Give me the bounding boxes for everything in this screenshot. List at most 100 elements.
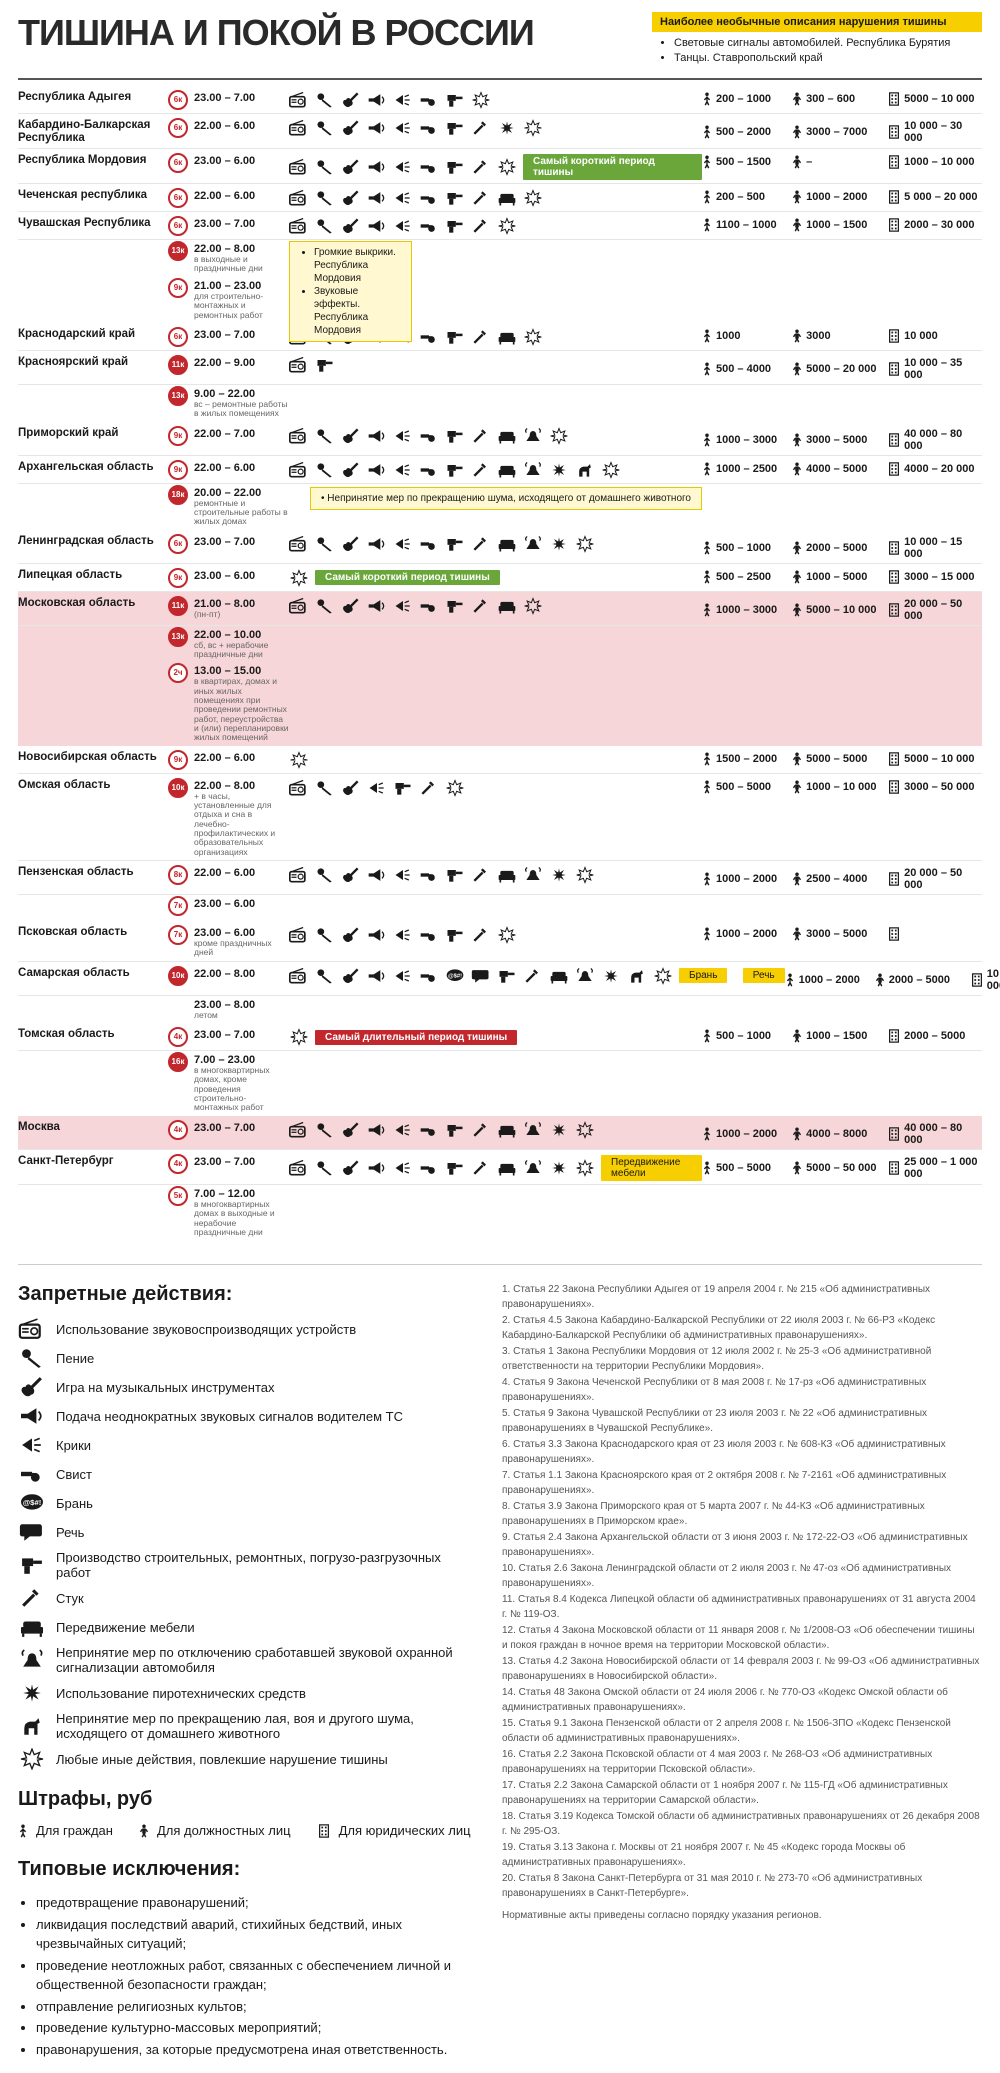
hours-badge: 7к (168, 925, 188, 945)
header-callout-heading: Наиболее необычные описания нарушения ти… (652, 12, 982, 32)
region-name: Ленинградская область (18, 533, 168, 548)
shout-icon (393, 926, 413, 944)
mic-icon (315, 158, 335, 176)
whistle-icon (419, 926, 439, 944)
region-row: Москва 4к 23.00 – 7.00 1000 – 20004000 –… (18, 1116, 982, 1150)
region-name: Приморский край (18, 425, 168, 440)
fine-value: 5000 – 10 000 (888, 92, 982, 106)
sofa-icon (497, 189, 517, 207)
time-range: 22.00 – 10.00сб, вс + нерабочие празднич… (194, 626, 289, 660)
star-icon (653, 967, 673, 985)
drill-icon (445, 189, 465, 207)
hours-badge: 6к (168, 188, 188, 208)
region-subrow: 13к 9.00 – 22.00вс – ремонтные работы в … (18, 385, 982, 422)
mic-icon (315, 779, 335, 797)
region-row: Псковская область 7к 23.00 – 6.00кроме п… (18, 921, 982, 962)
fines: 1100 – 10001000 – 15002000 – 30 000 (702, 215, 982, 232)
star-icon (18, 1748, 46, 1770)
alarm-icon (523, 427, 543, 445)
horn-icon (367, 926, 387, 944)
page-title: ТИШИНА И ПОКОЙ В РОССИИ (18, 12, 534, 54)
reference-item: 1. Статья 22 Закона Республики Адыгея от… (502, 1283, 982, 1312)
whistle-icon (419, 597, 439, 615)
whistle-icon (419, 158, 439, 176)
building-icon (317, 1824, 331, 1838)
legend-list: Использование звуковоспроизводящих устро… (18, 1318, 478, 1770)
fine-value: 10 000 – 35 000 (888, 357, 982, 381)
fine-value: 10 000 – 15 000 (971, 968, 1000, 992)
fine-value: 3000 – 5000 (792, 428, 880, 452)
star-icon (575, 535, 595, 553)
mic-icon (18, 1347, 46, 1369)
callout: • Непринятие мер по прекращению шума, ис… (310, 487, 702, 510)
fines: 1000300010 000 (702, 326, 982, 343)
mic-icon (315, 597, 335, 615)
region-subrow: 9к 21.00 – 23.00для строительно-монтажны… (18, 277, 982, 323)
fines: 200 – 500 1000 – 2000 5 000 – 20 000 (702, 187, 982, 204)
guitar-icon (341, 926, 361, 944)
guitar-icon (341, 427, 361, 445)
star-icon (445, 779, 465, 797)
reference-item: 16. Статья 2.2 Закона Псковской области … (502, 1748, 982, 1777)
icon-strip: Самый короткий период тишины (289, 152, 702, 180)
fines: 500 – 50005000 – 50 00025 000 – 1 000 00… (702, 1153, 982, 1180)
reference-item: 11. Статья 8.4 Кодекса Липецкой области … (502, 1593, 982, 1622)
fine-value: 1000 – 2000 (792, 190, 880, 204)
fine-value: 3000 – 7000 (792, 120, 880, 144)
time-range: 7.00 – 23.00в многоквартирных домах, кро… (194, 1051, 289, 1113)
icon-strip: Громкие выкрики. Республика МордовияЗвук… (289, 215, 702, 235)
speech-icon (18, 1521, 46, 1543)
fine-value: 1000 (702, 329, 784, 343)
star-icon (601, 461, 621, 479)
hammer-icon (471, 461, 491, 479)
icon-strip (289, 354, 702, 374)
drill-icon (393, 779, 413, 797)
fine-col-label: Для юридических лиц (339, 1823, 471, 1838)
guitar-icon (341, 1159, 361, 1177)
time-range: 23.00 – 6.00 (194, 895, 289, 910)
fine-value: 4000 – 20 000 (888, 462, 982, 476)
swear-icon (445, 967, 465, 985)
fine-value: 200 – 1000 (702, 92, 784, 106)
fines: 500 – 40005000 – 20 00010 000 – 35 000 (702, 354, 982, 381)
horn-icon (367, 217, 387, 235)
firework-icon (18, 1682, 46, 1704)
fines: 500 – 25001000 – 50003000 – 15 000 (702, 567, 982, 584)
region-name: Чувашская Республика (18, 215, 168, 230)
whistle-icon (419, 866, 439, 884)
star-icon (523, 189, 543, 207)
star-icon (523, 597, 543, 615)
radio-icon (289, 1159, 309, 1177)
fine-value: 200 – 500 (702, 190, 784, 204)
alarm-icon (523, 866, 543, 884)
fines: 500 – 10001000 – 15002000 – 5000 (702, 1026, 982, 1043)
reference-item: 7. Статья 1.1 Закона Красноярского края … (502, 1469, 982, 1498)
fine-value: 3000 – 5000 (792, 927, 880, 941)
hammer-icon (471, 1159, 491, 1177)
fines: 500 – 50001000 – 10 0003000 – 50 000 (702, 777, 982, 794)
hours-badge: 7к (168, 896, 188, 916)
fine-value: 40 000 – 80 000 (888, 1122, 982, 1146)
guitar-icon (341, 461, 361, 479)
fine-value: 5 000 – 20 000 (888, 190, 982, 204)
mic-icon (315, 967, 335, 985)
drill-icon (445, 158, 465, 176)
icon-strip (289, 533, 702, 553)
hours-badge: 9к (168, 568, 188, 588)
region-subrow: 7к 23.00 – 6.00 (18, 895, 982, 921)
icon-strip (289, 777, 702, 797)
region-subrow: 13к 22.00 – 8.00в выходные и праздничные… (18, 240, 982, 277)
hammer-icon (471, 158, 491, 176)
reference-item: 6. Статья 3.3 Закона Краснодарского края… (502, 1438, 982, 1467)
time-range: 23.00 – 6.00 (194, 152, 289, 167)
icon-strip (289, 864, 702, 884)
exclusion-item: проведение неотложных работ, связанных с… (36, 1956, 478, 1995)
fine-value: 10 000 – 15 000 (888, 536, 982, 560)
fine-value: 500 – 5000 (702, 780, 784, 794)
legend-item: Стук (18, 1587, 478, 1609)
region-name: Псковская область (18, 924, 168, 939)
icon-strip: • Непринятие мер по прекращению шума, ис… (289, 459, 702, 479)
drill-icon (445, 1159, 465, 1177)
guitar-icon (341, 967, 361, 985)
time-range: 23.00 – 7.00 (194, 1026, 289, 1041)
